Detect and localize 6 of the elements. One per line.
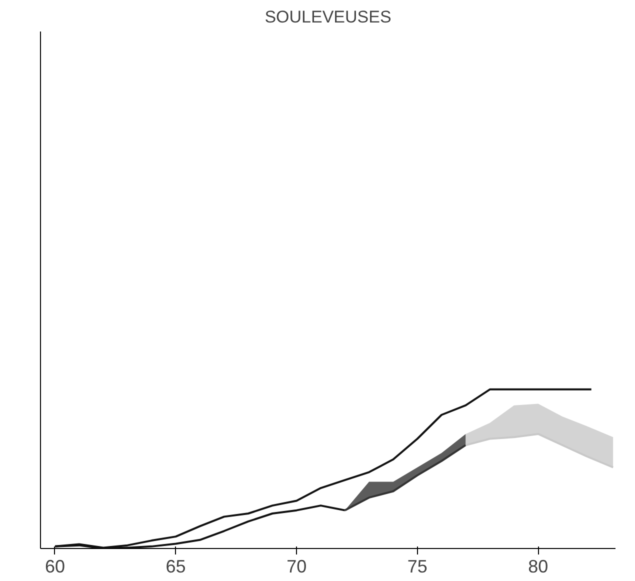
chart-title: SOULEVEUSES bbox=[264, 8, 392, 26]
x-tick-label: 80 bbox=[528, 556, 548, 576]
x-tick-label: 75 bbox=[407, 556, 428, 576]
x-tick-label: 65 bbox=[166, 556, 186, 576]
x-tick-label: 60 bbox=[44, 556, 66, 576]
x-tick-label: 70 bbox=[286, 556, 307, 576]
